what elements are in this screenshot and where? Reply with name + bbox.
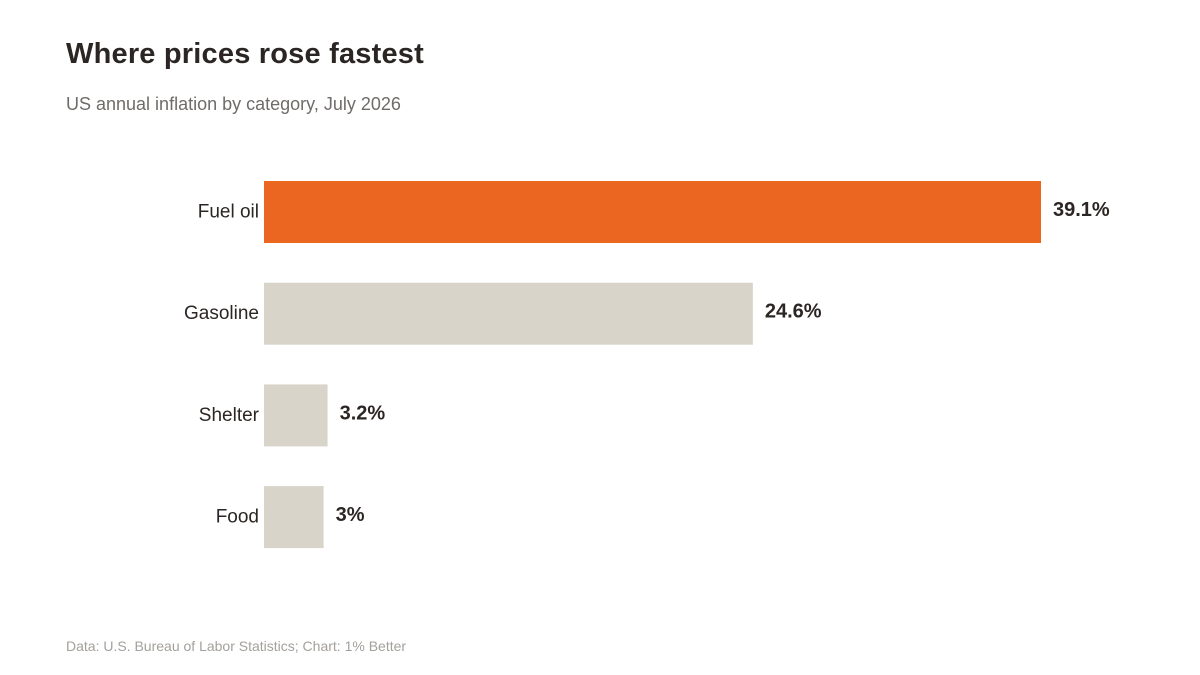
- value-label: 3.2%: [340, 402, 386, 424]
- value-label: 39.1%: [1053, 199, 1110, 221]
- category-label: Fuel oil: [198, 202, 259, 223]
- category-label: Food: [216, 507, 259, 528]
- bar-gasoline: [264, 282, 753, 345]
- value-label: 3%: [336, 504, 365, 526]
- category-label: Shelter: [199, 405, 260, 426]
- chart-title: Where prices rose fastest: [66, 38, 424, 70]
- category-label: Gasoline: [184, 303, 259, 324]
- value-label: 24.6%: [765, 301, 822, 323]
- bar-food: [264, 486, 324, 549]
- bar-fuel-oil: [264, 181, 1041, 243]
- chart-subtitle: US annual inflation by category, July 20…: [66, 94, 401, 114]
- bar-shelter: [264, 384, 328, 447]
- chart-source-note: Data: U.S. Bureau of Labor Statistics; C…: [66, 638, 407, 654]
